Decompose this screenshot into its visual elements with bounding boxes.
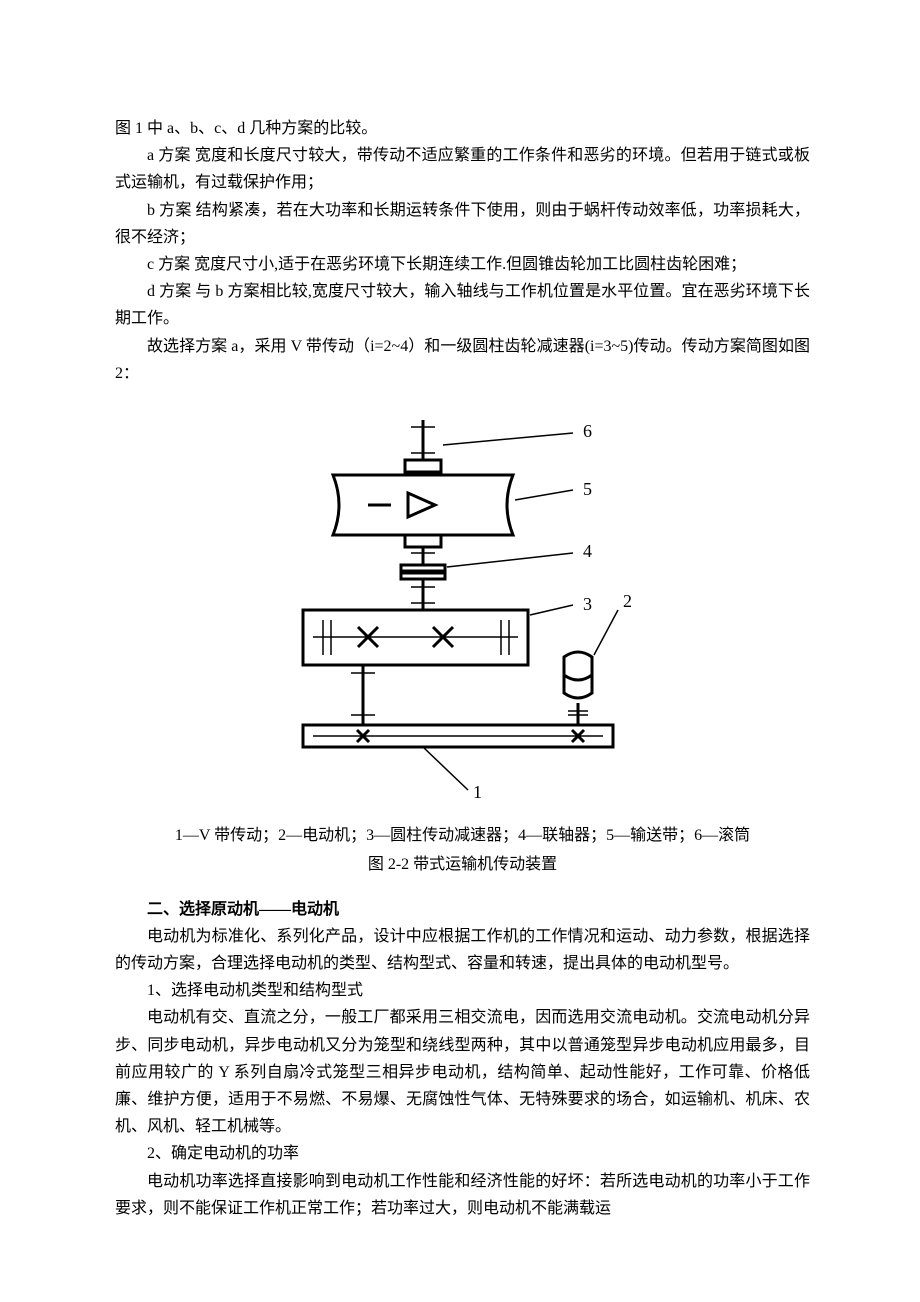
svg-text:2: 2 (623, 591, 632, 611)
figure-title: 图 2-2 带式运输机传动装置 (115, 851, 810, 880)
svg-text:1: 1 (473, 782, 482, 802)
paragraph-option-b: b 方案 结构紧凑，若在大功率和长期运转条件下使用，则由于蜗杆传动效率低，功率损… (115, 197, 810, 251)
paragraph-option-d: d 方案 与 b 方案相比较,宽度尺寸较大，输入轴线与工作机位置是水平位置。宜在… (115, 278, 810, 332)
figure-caption-block: 1—V 带传动；2—电动机；3—圆柱传动减速器；4—联轴器；5—输送带；6—滚筒… (115, 822, 810, 880)
paragraph-subhead-1: 1、选择电动机类型和结构型式 (115, 977, 810, 1004)
document-page: 图 1 中 a、b、c、d 几种方案的比较。 a 方案 宽度和长度尺寸较大，带传… (0, 0, 920, 1302)
figure-legend: 1—V 带传动；2—电动机；3—圆柱传动减速器；4—联轴器；5—输送带；6—滚筒 (115, 822, 810, 851)
paragraph-motor-type: 电动机有交、直流之分，一般工厂都采用三相交流电，因而选用交流电动机。交流电动机分… (115, 1004, 810, 1140)
paragraph-motor-power: 电动机功率选择直接影响到电动机工作性能和经济性能的好坏：若所选电动机的功率小于工… (115, 1168, 810, 1222)
paragraph-intro: 图 1 中 a、b、c、d 几种方案的比较。 (115, 115, 810, 142)
paragraph-subhead-2: 2、确定电动机的功率 (115, 1140, 810, 1167)
heading-section-2: 二、选择原动机——电动机 (115, 896, 810, 923)
svg-text:6: 6 (583, 421, 592, 441)
svg-text:3: 3 (583, 594, 592, 614)
paragraph-option-a: a 方案 宽度和长度尺寸较大，带传动不适应繁重的工作条件和恶劣的环境。但若用于链… (115, 142, 810, 196)
svg-text:5: 5 (583, 479, 592, 499)
paragraph-motor-intro: 电动机为标准化、系列化产品，设计中应根据工作机的工作情况和运动、动力参数，根据选… (115, 923, 810, 977)
transmission-diagram: 6 5 4 3 2 1 (273, 415, 653, 805)
paragraph-selection: 故选择方案 a，采用 V 带传动（i=2~4）和一级圆柱齿轮减速器(i=3~5)… (115, 333, 810, 387)
paragraph-option-c: c 方案 宽度尺寸小,适于在恶劣环境下长期连续工作.但圆锥齿轮加工比圆柱齿轮困难… (115, 251, 810, 278)
figure-container: 6 5 4 3 2 1 (115, 415, 810, 814)
svg-text:4: 4 (583, 541, 592, 561)
